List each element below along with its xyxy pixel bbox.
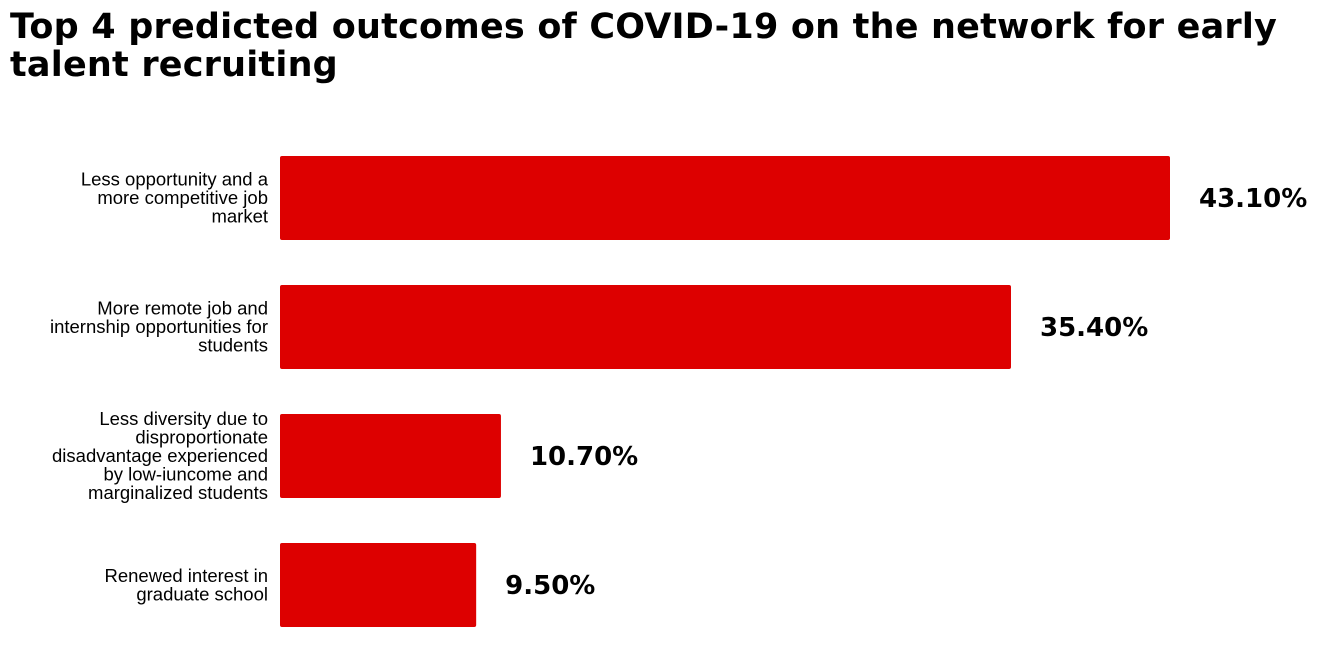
category-label-line: More remote job and [97, 298, 268, 319]
value-label-4: 9.50% [505, 571, 595, 601]
value-label-1: 43.10% [1199, 184, 1307, 214]
category-label-2: More remote job and internship opportunit… [50, 298, 268, 356]
category-label-line: students [198, 335, 268, 356]
category-label-4: Renewed interest in graduate school [104, 565, 268, 605]
value-label-3: 10.70% [530, 442, 638, 472]
value-labels: 43.10% 35.40% 10.70% 9.50% [505, 184, 1307, 601]
category-label-line: Less opportunity and a [81, 169, 269, 190]
category-label-line: internship opportunities for [50, 316, 268, 337]
category-label-line: graduate school [136, 583, 268, 604]
category-label-line: marginalized students [88, 482, 268, 503]
category-label-1: Less opportunity and a more competitive j… [81, 169, 269, 227]
category-label-line: Renewed interest in [104, 565, 268, 586]
value-label-2: 35.40% [1040, 313, 1148, 343]
category-label-line: more competitive job [97, 187, 268, 208]
bar-3 [280, 414, 501, 498]
bar-4 [280, 543, 477, 627]
category-label-line: by low-iuncome and [103, 464, 268, 485]
category-labels: Less opportunity and a more competitive j… [50, 169, 269, 605]
category-label-line: disproportionate [135, 427, 268, 448]
bar-2 [280, 285, 1011, 369]
bar-1 [280, 156, 1170, 240]
category-label-3: Less diversity due to disproportionate dis… [52, 408, 268, 503]
category-label-line: Less diversity due to [99, 408, 268, 429]
category-label-line: market [211, 206, 268, 227]
bars-layer [280, 156, 1170, 627]
chart-title: Top 4 predicted outcomes of COVID-19 on … [10, 7, 1278, 85]
category-label-line: disadvantage experienced [52, 445, 268, 466]
